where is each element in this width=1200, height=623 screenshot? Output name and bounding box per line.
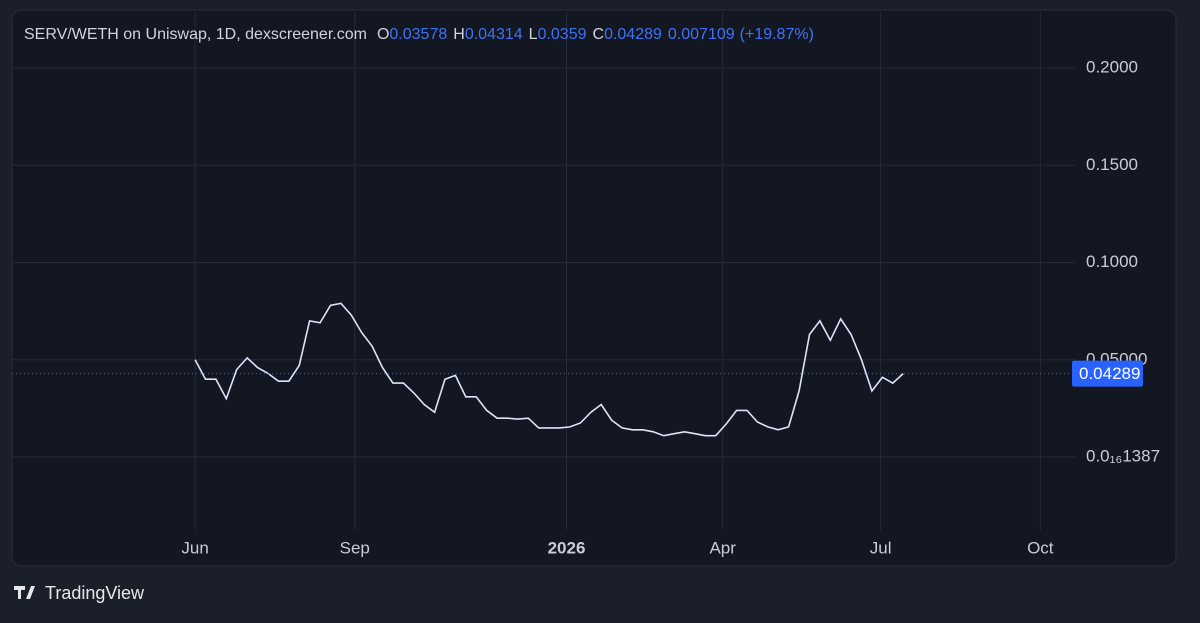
ohlc-value: 0.03578 <box>389 26 447 43</box>
chart-header: SERV/WETH on Uniswap, 1D, dexscreener.co… <box>24 26 814 43</box>
ohlc-value: 0.0359 <box>538 26 587 43</box>
x-tick-label: Jul <box>870 538 892 557</box>
change-pct: (+19.87%) <box>740 26 814 43</box>
ohlc-value: 0.04289 <box>604 26 662 43</box>
x-tick-label: 2026 <box>548 538 586 557</box>
ohlc-label: C <box>593 26 605 43</box>
ohlc-label: O <box>377 26 389 43</box>
last-price-box <box>1072 360 1143 387</box>
chart-panel <box>11 9 1177 567</box>
y-tick-label: 0.1500 <box>1086 155 1138 174</box>
brand: TradingView <box>45 583 145 603</box>
x-tick-label: Jun <box>181 538 208 557</box>
y-tick-label: 0.2000 <box>1086 58 1138 77</box>
x-tick-label: Apr <box>709 538 736 557</box>
tradingview-logo: TradingView <box>14 583 145 603</box>
y-tick-label: 0.0₁₆1387 <box>1086 447 1160 466</box>
ohlc-label: H <box>453 26 465 43</box>
y-tick-label: 0.1000 <box>1086 252 1138 271</box>
price-line <box>194 302 904 437</box>
ohlc-value: 0.04314 <box>465 26 523 43</box>
logo-icon <box>14 586 35 599</box>
change: 0.007109 <box>668 26 735 43</box>
x-tick-label: Sep <box>340 538 370 557</box>
title: SERV/WETH on Uniswap, 1D, dexscreener.co… <box>24 26 367 43</box>
last-price-label: 0.04289 <box>1079 364 1140 383</box>
ohlc-label: L <box>529 26 538 43</box>
x-tick-label: Oct <box>1027 538 1054 557</box>
